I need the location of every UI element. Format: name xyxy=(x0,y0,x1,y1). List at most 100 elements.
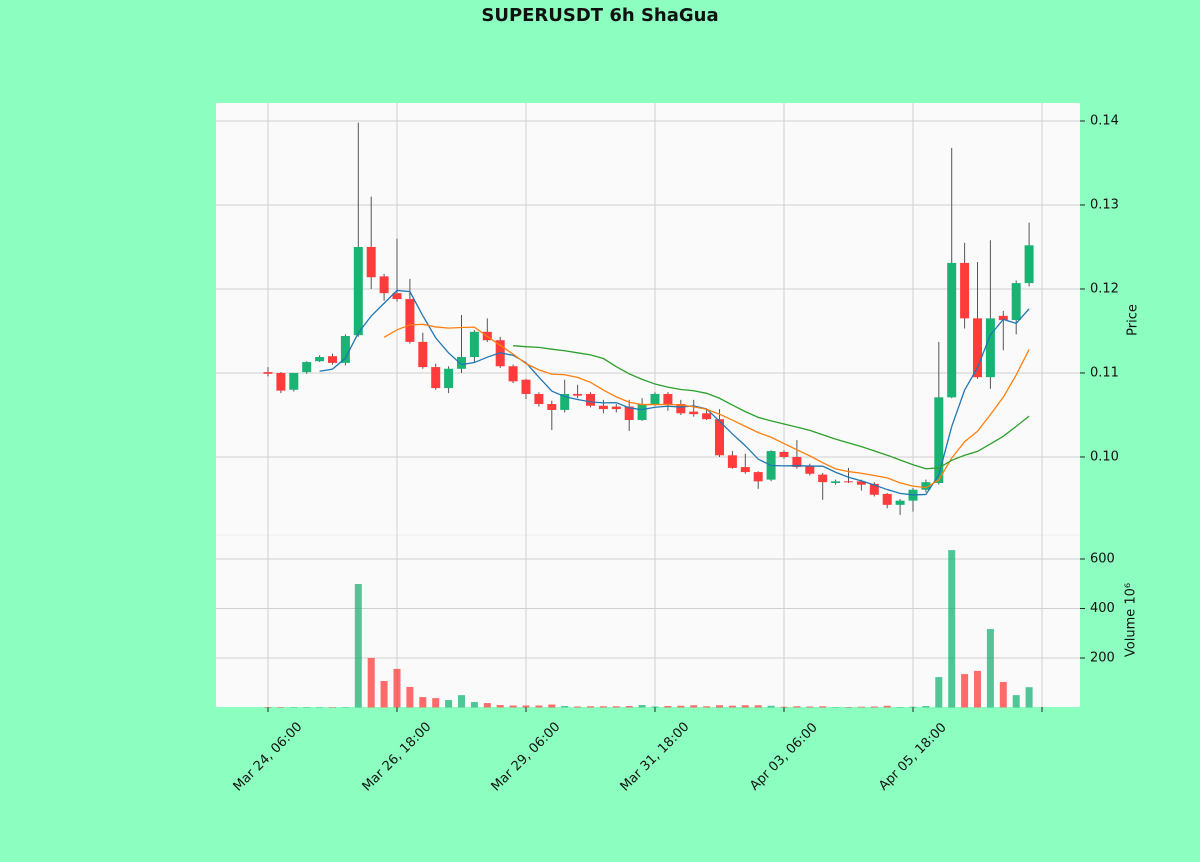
moving-average-line xyxy=(319,289,1030,496)
volume-bar xyxy=(496,705,504,708)
volume-bar xyxy=(522,705,530,708)
candle-body xyxy=(663,393,673,405)
candle-body xyxy=(637,404,647,421)
candle-body xyxy=(921,482,931,490)
moving-average-line xyxy=(383,323,1030,489)
volume-bar xyxy=(290,707,298,708)
volume-bar xyxy=(961,674,969,708)
x-tick-label: Apr 03, 06:00 xyxy=(747,720,820,793)
volume-bar xyxy=(986,629,994,708)
volume-bar xyxy=(561,706,569,708)
candle-body xyxy=(353,246,363,336)
volume-bar xyxy=(857,706,865,708)
volume-bar xyxy=(754,705,762,708)
candle-body xyxy=(315,357,325,362)
candle-body xyxy=(508,366,518,382)
volume-bar xyxy=(703,706,711,708)
volume-bar xyxy=(741,705,749,708)
volume-bar xyxy=(690,705,698,708)
candle-body xyxy=(611,406,621,410)
volume-bar xyxy=(948,550,956,708)
candle-body xyxy=(702,413,712,420)
y-tick-label: 0.12 xyxy=(1090,281,1119,296)
volume-bar xyxy=(909,706,917,708)
candle-body xyxy=(856,481,866,485)
candle-body xyxy=(985,318,995,378)
candle-body xyxy=(598,405,608,410)
candle-body xyxy=(521,379,531,394)
candle-body xyxy=(792,456,802,468)
moving-average-line xyxy=(513,345,1030,470)
candle-body xyxy=(676,404,686,414)
candle-body xyxy=(1024,245,1034,284)
candle-body xyxy=(573,393,583,396)
candle-body xyxy=(431,367,441,389)
volume-bar xyxy=(316,707,324,708)
candle-body xyxy=(882,493,892,505)
volume-bar xyxy=(599,706,607,708)
candle-body xyxy=(1011,283,1021,321)
volume-bar xyxy=(432,698,440,708)
volume-bar xyxy=(999,682,1007,708)
candle-body xyxy=(689,411,699,415)
volume-bar xyxy=(587,706,594,708)
candle-body xyxy=(276,372,286,391)
candle-body xyxy=(818,474,828,483)
volume-bar xyxy=(303,707,311,708)
candle-body xyxy=(547,404,557,410)
volume-tick-label: 400 xyxy=(1090,601,1115,616)
candle-body xyxy=(805,466,815,474)
volume-bar xyxy=(470,702,478,708)
volume-bar xyxy=(728,705,736,708)
volume-bar xyxy=(883,705,891,708)
volume-bar xyxy=(845,707,852,708)
volume-bar xyxy=(535,705,543,708)
volume-bar xyxy=(329,707,336,708)
chart-title: SUPERUSDT 6h ShaGua xyxy=(481,5,718,26)
candle-body xyxy=(457,357,466,369)
candle-body xyxy=(753,472,763,482)
volume-bar xyxy=(380,681,388,708)
volume-bar xyxy=(806,706,814,708)
candle-body xyxy=(469,331,479,358)
candle-body xyxy=(740,467,750,473)
volume-bar xyxy=(870,706,878,708)
volume-bar xyxy=(264,707,272,708)
volume-tick-label: 200 xyxy=(1090,651,1115,666)
y-tick-label: 0.11 xyxy=(1090,365,1119,380)
volume-bar xyxy=(767,705,775,708)
volume-axis-label: Volume 10⁶ xyxy=(1124,583,1139,657)
x-tick-label: Apr 05, 18:00 xyxy=(876,720,949,793)
volume-bar xyxy=(819,706,827,708)
candle-body xyxy=(263,372,273,374)
candle-body xyxy=(895,500,905,505)
candle-body xyxy=(392,293,402,300)
candle-body xyxy=(302,362,312,373)
volume-bar xyxy=(1025,687,1033,708)
candle-body xyxy=(973,318,982,378)
volume-bar xyxy=(367,658,375,708)
candle-body xyxy=(366,246,376,278)
candle-body xyxy=(947,262,957,398)
volume-bar xyxy=(651,706,659,708)
volume-bar xyxy=(935,677,943,708)
volume-bar xyxy=(393,668,401,708)
volume-bar xyxy=(896,707,904,708)
x-tick-label: Mar 31, 18:00 xyxy=(618,720,693,795)
candle-body xyxy=(869,483,879,495)
volume-bar xyxy=(1012,695,1020,708)
x-tick-label: Mar 29, 06:00 xyxy=(489,720,564,795)
candle-body xyxy=(727,455,737,468)
candle-body xyxy=(934,397,944,484)
volume-bar xyxy=(677,705,685,708)
volume-bar xyxy=(509,705,517,708)
candle-body xyxy=(328,356,337,363)
x-tick-label: Mar 26, 18:00 xyxy=(360,720,435,795)
candle-body xyxy=(650,393,660,405)
candle-body xyxy=(560,393,570,410)
candle-body xyxy=(405,299,415,342)
volume-bar xyxy=(548,704,556,708)
volume-tick-label: 600 xyxy=(1090,552,1115,567)
volume-bar xyxy=(832,707,840,708)
candle-body xyxy=(998,315,1008,321)
